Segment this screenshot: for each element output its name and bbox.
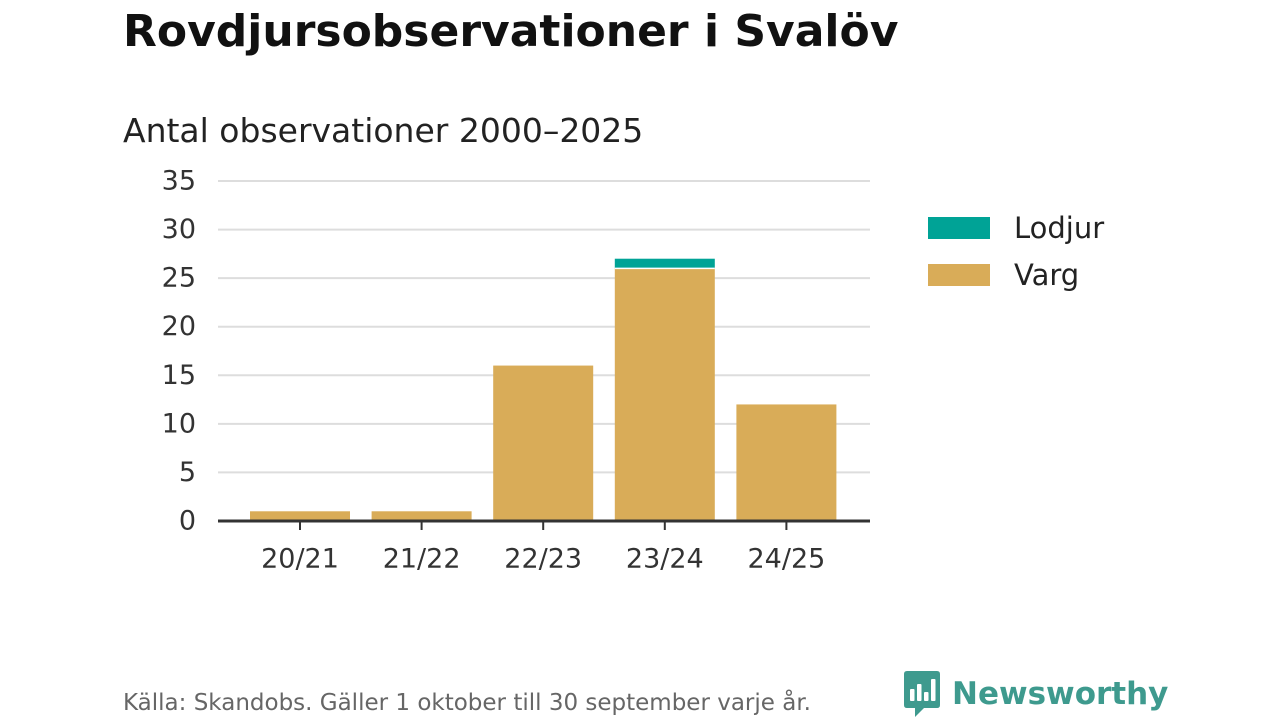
y-axis-ticks: 0 5 10 15 20 25 30 35	[162, 166, 196, 537]
legend: Lodjur Varg	[928, 211, 1104, 292]
bar-varg	[736, 404, 837, 521]
x-axis: 20/21 21/22 22/23 23/24 24/25	[218, 519, 870, 575]
bar-varg	[250, 511, 350, 521]
x-tick-label: 24/25	[747, 544, 825, 575]
y-tick-label: 20	[162, 311, 196, 342]
chart-title: Rovdjursobservationer i Svalöv	[123, 6, 899, 57]
brand-logo: Newsworthy	[902, 669, 1168, 719]
legend-swatch-lodjur	[928, 217, 990, 239]
x-tick-label: 23/24	[626, 544, 704, 575]
chart-subtitle: Antal observationer 2000–2025	[123, 111, 644, 150]
legend-label-varg: Varg	[1014, 258, 1079, 292]
y-tick-label: 25	[162, 263, 196, 294]
bar-lodjur	[614, 258, 715, 269]
y-tick-label: 35	[162, 166, 196, 197]
brand-name: Newsworthy	[952, 676, 1169, 712]
newsworthy-logo-icon	[904, 671, 940, 717]
bars	[250, 258, 837, 521]
bar-chart: 0 5 10 15 20 25 30 35 20/21 21/22 22/23 23/24 24/25…	[162, 166, 1105, 575]
legend-label-lodjur: Lodjur	[1014, 211, 1104, 245]
y-tick-label: 30	[162, 214, 196, 245]
x-tick-label: 22/23	[504, 544, 582, 575]
y-tick-label: 10	[162, 408, 196, 439]
bar-varg	[493, 365, 594, 521]
y-tick-label: 15	[162, 360, 196, 391]
bar-varg	[614, 268, 715, 521]
y-tick-label: 5	[179, 457, 196, 488]
y-tick-label: 0	[179, 506, 196, 537]
x-tick-label: 21/22	[383, 544, 461, 575]
legend-swatch-varg	[928, 264, 990, 286]
source-footnote: Källa: Skandobs. Gäller 1 oktober till 3…	[123, 690, 811, 716]
x-tick-label: 20/21	[261, 544, 339, 575]
bar-varg	[371, 511, 472, 521]
